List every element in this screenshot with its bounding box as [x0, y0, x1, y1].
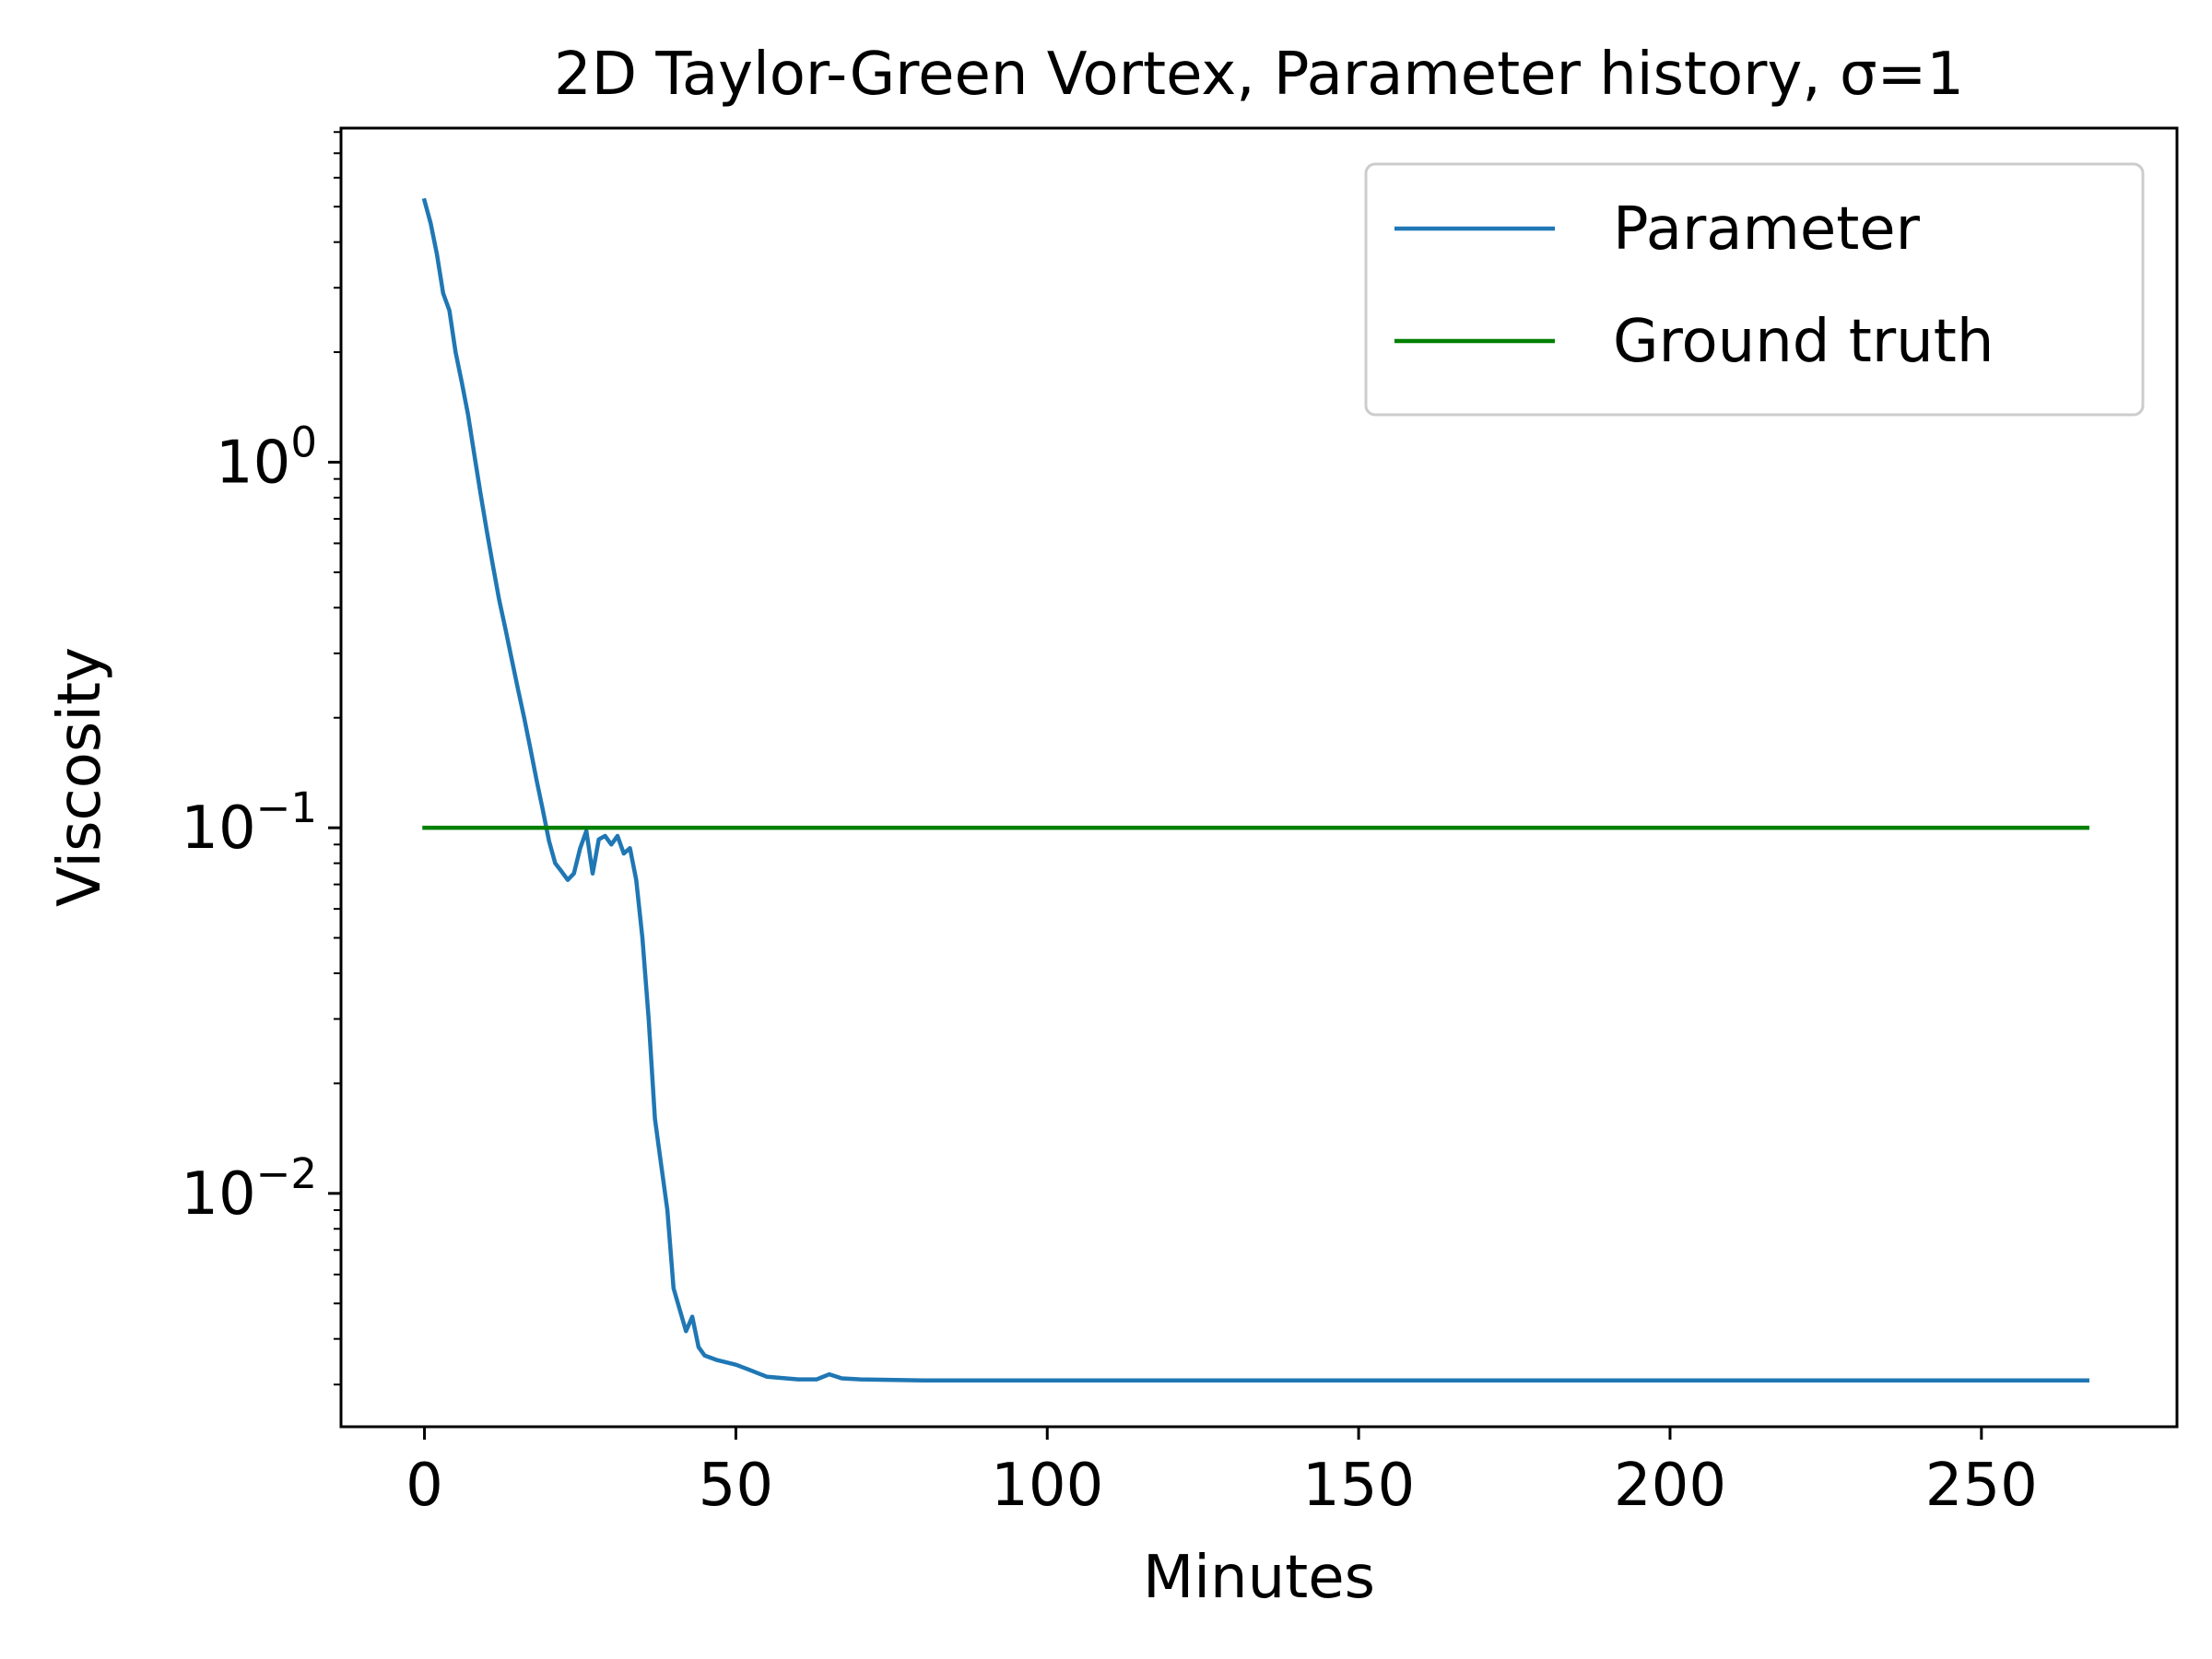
- legend: Parameter Ground truth: [1364, 162, 2145, 417]
- x-tick-label: 250: [1925, 1452, 2038, 1520]
- x-tick-label: 50: [699, 1452, 773, 1520]
- legend-frame: [1364, 162, 2145, 417]
- legend-label-parameter: Parameter: [1613, 195, 1921, 264]
- x-tick-label: 200: [1614, 1452, 1726, 1520]
- series-line-0: [421, 197, 2089, 1382]
- x-tick-label: 0: [406, 1452, 443, 1520]
- legend-label-ground-truth: Ground truth: [1613, 308, 1994, 376]
- plot-area-frame: [339, 126, 2179, 1429]
- y-axis-label: Viscosity: [46, 647, 114, 907]
- y-tick-label: 10−1: [181, 783, 317, 863]
- x-tick-label: 150: [1302, 1452, 1415, 1520]
- y-tick-label: 100: [216, 418, 317, 497]
- axis-ticks: 0 50 100 150 200 250 100 10−1 10−2: [181, 131, 2038, 1520]
- plot-lines: [421, 197, 2089, 1382]
- y-tick-label: 10−2: [181, 1149, 317, 1229]
- x-axis-label: Minutes: [1143, 1544, 1375, 1612]
- chart-title: 2D Taylor-Green Vortex, Parameter histor…: [554, 41, 1964, 109]
- x-tick-label: 100: [991, 1452, 1103, 1520]
